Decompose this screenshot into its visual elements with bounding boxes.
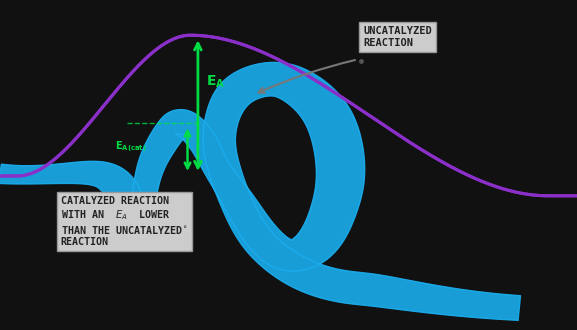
Polygon shape [0, 62, 520, 320]
Text: CATALYZED REACTION
WITH AN  $E_A$  LOWER
THAN THE UNCATALYZED$^\circ$
REACTION: CATALYZED REACTION WITH AN $E_A$ LOWER T… [61, 196, 188, 247]
Text: $\mathbf{E_{A(cat)}}$: $\mathbf{E_{A(cat)}}$ [115, 140, 147, 154]
Text: $\mathbf{E_A}$: $\mathbf{E_A}$ [206, 74, 225, 90]
Text: UNCATALYZED
REACTION: UNCATALYZED REACTION [364, 26, 432, 48]
